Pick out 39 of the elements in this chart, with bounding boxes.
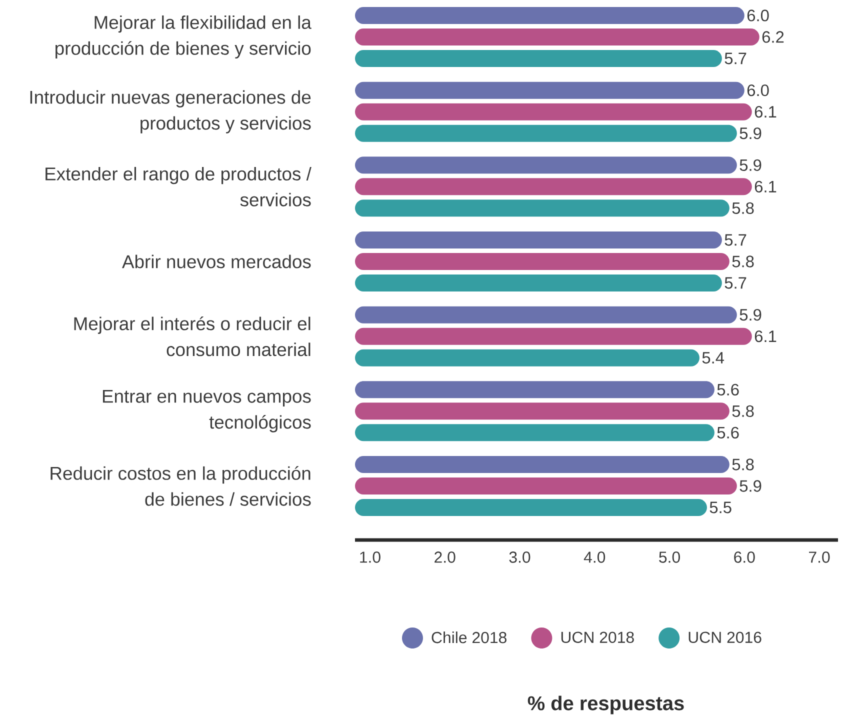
data-label: 5.5 bbox=[710, 502, 732, 514]
y-tick-label: Entrar en nuevos campos tecnológicos bbox=[102, 390, 311, 432]
data-label: 5.8 bbox=[732, 202, 754, 214]
data-label: 5.4 bbox=[702, 352, 724, 364]
text: % de respuestas bbox=[528, 696, 684, 714]
data-label: 6.1 bbox=[754, 106, 776, 118]
data-label: 6.0 bbox=[747, 10, 769, 22]
data-label: 5.8 bbox=[732, 405, 754, 417]
x-tick-label: 1.0 bbox=[360, 552, 380, 563]
data-label: 5.7 bbox=[724, 277, 746, 289]
legend-label: Chile 2018 bbox=[432, 631, 506, 644]
data-label: 6.1 bbox=[754, 330, 776, 342]
x-tick-label: 3.0 bbox=[509, 552, 530, 563]
data-label: 5.9 bbox=[740, 159, 762, 171]
data-label: 5.6 bbox=[717, 384, 739, 396]
data-label: 6.1 bbox=[754, 180, 776, 192]
y-tick-label: Introducir nuevas generaciones de productos y servicios bbox=[30, 90, 311, 134]
data-label: 5.7 bbox=[724, 52, 746, 64]
legend-label: UCN 2018 bbox=[561, 632, 634, 643]
data-label: 5.8 bbox=[732, 458, 754, 470]
x-tick-label: 4.0 bbox=[584, 552, 606, 563]
y-tick-label: Reducir costos en la producción de bienes / servicios bbox=[50, 466, 311, 506]
x-tick-label: 6.0 bbox=[734, 552, 755, 563]
data-label: 5.9 bbox=[740, 128, 762, 140]
legend-label: UCN 2016 bbox=[688, 632, 762, 643]
y-tick-label: Abrir nuevos mercados bbox=[122, 254, 311, 268]
y-tick-label: Extender el rango de productos / servicios bbox=[46, 166, 312, 206]
y-tick-label: Mejorar el interés o reducir el consumo material bbox=[74, 316, 310, 356]
data-label: 6.2 bbox=[762, 31, 784, 43]
data-label: 6.0 bbox=[747, 84, 769, 96]
data-label: 5.9 bbox=[740, 309, 762, 321]
data-label: 5.7 bbox=[724, 234, 746, 246]
data-label: 5.9 bbox=[740, 480, 762, 492]
y-tick-label: Mejorar la flexibilidad en la producción de bienes y servicio bbox=[56, 15, 312, 59]
x-tick-label: 7.0 bbox=[809, 552, 830, 563]
x-tick-label: 5.0 bbox=[659, 552, 680, 563]
data-label: 5.8 bbox=[732, 256, 754, 268]
data-label: 5.6 bbox=[717, 426, 739, 438]
x-tick-label: 2.0 bbox=[434, 552, 456, 563]
